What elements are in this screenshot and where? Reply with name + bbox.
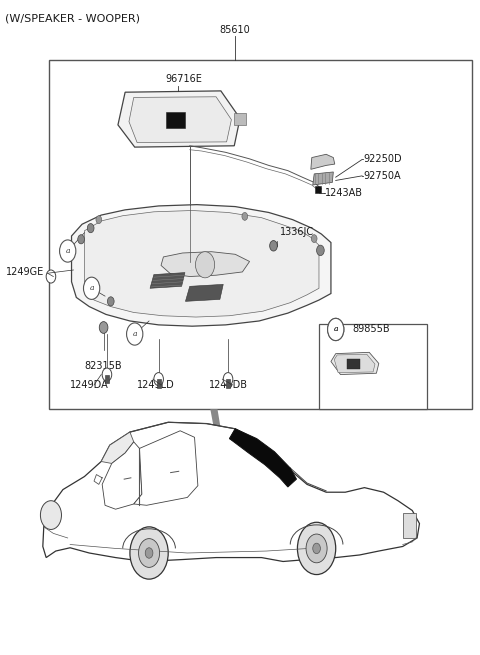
Polygon shape	[334, 354, 375, 373]
Polygon shape	[311, 155, 335, 170]
Polygon shape	[101, 432, 134, 464]
Circle shape	[298, 522, 336, 574]
Bar	[157, 379, 160, 388]
Circle shape	[327, 318, 344, 341]
Circle shape	[145, 548, 153, 558]
Text: a: a	[89, 284, 94, 292]
Polygon shape	[43, 422, 420, 561]
Text: 92750A: 92750A	[363, 171, 401, 181]
Circle shape	[60, 240, 76, 262]
Polygon shape	[210, 409, 225, 453]
Text: 96716E: 96716E	[166, 75, 203, 84]
Circle shape	[139, 538, 159, 567]
Bar	[166, 112, 185, 128]
Bar	[48, 60, 472, 409]
Bar	[403, 513, 416, 538]
Text: 1249GE: 1249GE	[5, 267, 44, 277]
Polygon shape	[229, 429, 288, 477]
Text: a: a	[65, 247, 70, 255]
Polygon shape	[84, 210, 319, 317]
Bar	[315, 186, 321, 193]
Text: 92250D: 92250D	[363, 154, 402, 164]
Text: 85610: 85610	[220, 25, 251, 35]
Polygon shape	[229, 429, 297, 487]
Circle shape	[270, 240, 277, 251]
Bar	[105, 375, 109, 383]
Text: a: a	[334, 326, 338, 333]
Circle shape	[108, 297, 114, 306]
Circle shape	[195, 252, 215, 278]
Circle shape	[96, 215, 102, 223]
Polygon shape	[150, 272, 185, 288]
Polygon shape	[313, 172, 333, 185]
Polygon shape	[118, 91, 240, 147]
Polygon shape	[134, 431, 198, 505]
Polygon shape	[331, 352, 379, 375]
Circle shape	[78, 234, 84, 244]
Bar	[226, 379, 230, 388]
Circle shape	[223, 373, 233, 386]
Circle shape	[46, 270, 56, 283]
Text: a: a	[334, 326, 338, 333]
Bar	[234, 113, 246, 125]
Circle shape	[242, 212, 248, 220]
Circle shape	[87, 223, 94, 233]
Circle shape	[306, 534, 327, 563]
Circle shape	[84, 277, 100, 299]
Text: 1249DA: 1249DA	[70, 380, 109, 390]
Circle shape	[127, 323, 143, 345]
Text: a: a	[132, 330, 137, 338]
Bar	[347, 359, 360, 369]
Text: 1249LD: 1249LD	[137, 380, 175, 390]
Circle shape	[313, 543, 321, 553]
Polygon shape	[72, 204, 331, 326]
Text: 82315B: 82315B	[84, 362, 122, 371]
Text: 1243AB: 1243AB	[325, 188, 363, 198]
Text: 89855B: 89855B	[352, 324, 390, 335]
Circle shape	[327, 318, 344, 341]
Circle shape	[154, 373, 163, 386]
Text: (W/SPEAKER - WOOPER): (W/SPEAKER - WOOPER)	[5, 14, 141, 24]
Circle shape	[99, 322, 108, 333]
Circle shape	[130, 527, 168, 579]
Polygon shape	[129, 97, 231, 143]
Text: 1336JC: 1336JC	[280, 227, 314, 237]
Bar	[319, 324, 427, 409]
Polygon shape	[161, 252, 250, 276]
Circle shape	[317, 245, 324, 255]
Polygon shape	[185, 284, 223, 301]
Text: 1243DB: 1243DB	[209, 380, 248, 390]
Circle shape	[102, 368, 112, 381]
Polygon shape	[102, 442, 142, 509]
Circle shape	[312, 234, 317, 242]
Circle shape	[40, 500, 61, 529]
